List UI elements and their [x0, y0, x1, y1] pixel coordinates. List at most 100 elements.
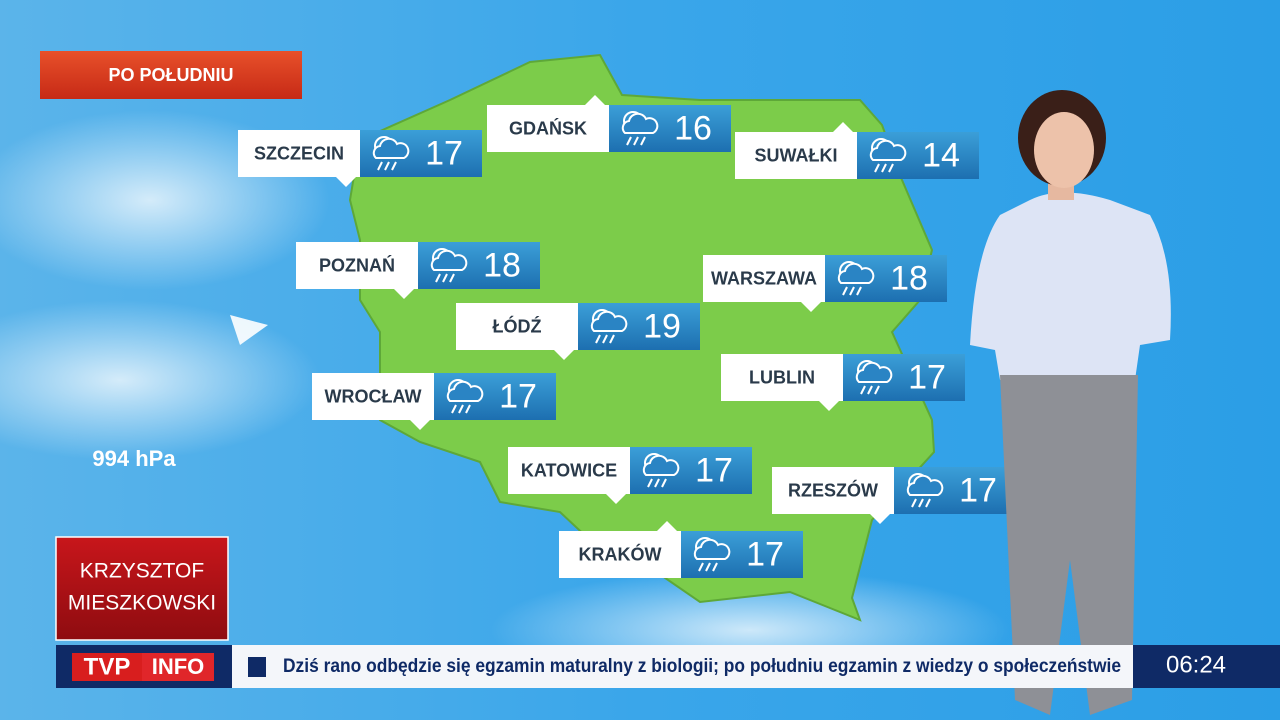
icon-rain — [842, 286, 848, 296]
icon-rain — [860, 385, 866, 395]
icon-rain — [633, 136, 639, 146]
icon-cloud — [642, 454, 680, 476]
presenter-last-name: MIESZKOWSKI — [68, 592, 216, 615]
city-card: SZCZECIN 17 — [238, 130, 482, 187]
icon-cloud — [906, 474, 944, 496]
presenter — [970, 90, 1171, 715]
city-temp: 16 — [674, 109, 712, 147]
icon-rain — [595, 334, 601, 344]
icon-rain — [647, 478, 653, 488]
icon-rain — [698, 562, 704, 572]
city-temp: 14 — [922, 136, 960, 174]
logo-info-box — [142, 653, 214, 681]
city-card: SUWAŁKI 14 — [735, 122, 979, 179]
city-name: GDAŃSK — [509, 117, 587, 138]
name-box — [55, 536, 229, 641]
icon-rain — [881, 163, 887, 173]
card-pointer — [833, 122, 853, 132]
city-temp: 17 — [695, 451, 733, 489]
city-temp: 17 — [959, 471, 997, 509]
icon-cloud — [372, 137, 410, 159]
city-label-box — [559, 531, 681, 578]
city-card: LUBLIN 17 — [721, 354, 965, 411]
icon-cloud — [446, 380, 484, 402]
city-card: POZNAŃ 18 — [296, 242, 540, 299]
card-pointer — [554, 350, 574, 360]
city-card: KATOWICE 17 — [508, 447, 752, 504]
icon-rain — [640, 136, 646, 146]
icon-cloud — [855, 361, 893, 383]
icon-rain — [911, 498, 917, 508]
icon-rain — [925, 498, 931, 508]
headline-marker — [248, 657, 266, 677]
city-card: GDAŃSK 16 — [487, 95, 731, 152]
icon-rain — [849, 286, 855, 296]
logo-tvp-box — [72, 653, 142, 681]
icon-rain — [867, 385, 873, 395]
city-temp: 17 — [499, 377, 537, 415]
headline: Dziś rano odbędzie się egzamin maturalny… — [283, 656, 1121, 677]
city-label-box — [721, 354, 843, 401]
city-card: RZESZÓW 17 — [772, 467, 1016, 524]
icon-cloud — [621, 112, 659, 134]
city-temp: 17 — [746, 535, 784, 573]
icon-rain — [654, 478, 660, 488]
city-name: KRAKÓW — [579, 543, 662, 564]
card-pointer — [819, 401, 839, 411]
icon-rain — [888, 163, 894, 173]
city-label-box — [456, 303, 578, 350]
logo-info: INFO — [152, 654, 205, 679]
city-label-box — [703, 255, 825, 302]
icon-rain — [626, 136, 632, 146]
city-card: WARSZAWA 18 — [703, 255, 947, 312]
icon-rain — [602, 334, 608, 344]
header-box — [40, 51, 302, 99]
card-pointer — [585, 95, 605, 105]
city-name: ŁÓDŹ — [493, 315, 542, 336]
icon-rain — [712, 562, 718, 572]
icon-rain — [442, 273, 448, 283]
icon-rain — [874, 163, 880, 173]
icon-rain — [391, 161, 397, 171]
presenter-blouse — [970, 192, 1171, 380]
icon-rain — [458, 404, 464, 414]
card-pointer — [410, 420, 430, 430]
city-name: KATOWICE — [521, 460, 617, 480]
card-pointer — [606, 494, 626, 504]
icon-cloud — [430, 249, 468, 271]
icon-rain — [451, 404, 457, 414]
icon-cloud — [590, 310, 628, 332]
icon-cloud — [837, 262, 875, 284]
icon-rain — [465, 404, 471, 414]
city-name: POZNAŃ — [319, 254, 395, 275]
clock: 06:24 — [1166, 651, 1226, 678]
card-pointer — [657, 521, 677, 531]
presenter-first-name: KRZYSZTOF — [80, 560, 204, 583]
card-pointer — [801, 302, 821, 312]
city-name: LUBLIN — [749, 367, 815, 387]
city-label-box — [772, 467, 894, 514]
icon-rain — [856, 286, 862, 296]
card-pointer — [870, 514, 890, 524]
city-label-box — [238, 130, 360, 177]
icon-rain — [384, 161, 390, 171]
icon-rain — [435, 273, 441, 283]
city-temp: 17 — [908, 358, 946, 396]
icon-rain — [918, 498, 924, 508]
icon-rain — [661, 478, 667, 488]
city-temp: 17 — [425, 134, 463, 172]
city-temp: 18 — [890, 259, 928, 297]
city-temp: 18 — [483, 246, 521, 284]
city-name: SUWAŁKI — [755, 145, 838, 165]
icon-rain — [874, 385, 880, 395]
icon-rain — [377, 161, 383, 171]
city-label-box — [312, 373, 434, 420]
city-name: WROCŁAW — [325, 386, 422, 406]
card-pointer — [394, 289, 414, 299]
headline-box — [232, 645, 1133, 688]
header-label: PO POŁUDNIU — [108, 65, 233, 85]
city-label-box — [487, 105, 609, 152]
city-card: ŁÓDŹ 19 — [456, 303, 700, 360]
presenter-face — [1034, 112, 1094, 188]
